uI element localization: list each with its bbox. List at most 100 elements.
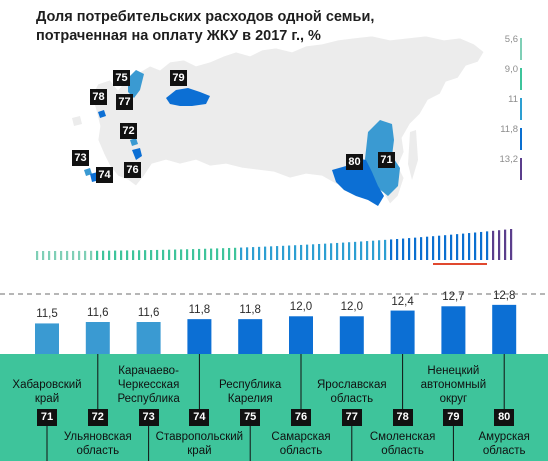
- region-label: Смоленская область: [348, 430, 458, 458]
- region-label-line: область: [482, 445, 526, 457]
- chart-title: Доля потребительских расходов одной семь…: [36, 9, 375, 44]
- rank-badge: 77: [341, 409, 362, 426]
- region-stripe: [162, 249, 165, 260]
- region-stripe: [480, 231, 483, 260]
- region-label-line: область: [381, 445, 424, 457]
- bar-value-label: 12,8: [492, 289, 516, 302]
- region-stripe: [156, 249, 159, 260]
- bar: [441, 306, 466, 354]
- region-stripe: [246, 247, 249, 260]
- region-stripe: [186, 249, 189, 260]
- region-label-line: область: [330, 393, 374, 405]
- region-label-line: Черкесская: [117, 379, 180, 391]
- scale-tick: [520, 98, 522, 120]
- ulyanovsk-region: [130, 138, 138, 146]
- bar: [35, 323, 59, 354]
- region-stripe: [366, 241, 369, 260]
- region-stripe: [78, 250, 81, 260]
- map-marker-80: 80: [346, 154, 363, 170]
- map-marker-74: 74: [96, 167, 113, 183]
- region-label-line: Ярославская: [317, 379, 387, 391]
- scale-label: 13,2: [499, 154, 519, 165]
- region-stripe: [360, 241, 363, 260]
- region-stripe: [384, 239, 387, 260]
- region-label: Амурская область: [449, 430, 548, 458]
- rank-badge: 72: [87, 409, 108, 426]
- map-marker-78: 78: [90, 89, 107, 105]
- bar-value-label: 12,7: [442, 291, 465, 304]
- region-label: Ярославская область: [297, 378, 407, 406]
- bar-value-label: 11,8: [239, 304, 261, 317]
- region-stripe: [306, 244, 309, 260]
- region-label-line: округ: [439, 393, 468, 405]
- region-stripe: [300, 244, 303, 260]
- kaliningrad-region: [72, 116, 82, 126]
- rank-badge: 80: [494, 409, 515, 426]
- sakhalin-island: [408, 130, 418, 180]
- region-stripe: [348, 242, 351, 260]
- karelia-region: [128, 70, 144, 98]
- region-label-line: Республика: [219, 379, 282, 391]
- region-stripe: [174, 249, 177, 260]
- region-stripe: [216, 248, 219, 260]
- bar-value-label: 12,4: [391, 295, 414, 308]
- region-stripe: [54, 250, 57, 260]
- bar-chart: [0, 293, 548, 461]
- region-label: Ставропольский край: [144, 430, 254, 458]
- region-label-line: край: [34, 393, 60, 405]
- region-stripe: [222, 248, 225, 260]
- region-stripe: [408, 238, 411, 260]
- all-regions-stripes: [36, 229, 513, 265]
- region-stripe: [228, 247, 231, 260]
- region-stripe: [342, 242, 345, 260]
- region-stripe: [126, 250, 129, 260]
- scale-tick: [520, 68, 522, 90]
- region-stripe: [510, 229, 513, 260]
- region-stripe: [198, 248, 201, 260]
- color-scale-legend: 5,6 9,0 11 11,8 13,2: [470, 28, 548, 188]
- region-label-line: Самарская: [271, 431, 331, 443]
- region-stripe: [426, 236, 429, 260]
- region-label-line: Смоленская: [369, 431, 436, 443]
- map-marker-76: 76: [124, 162, 141, 178]
- scale-label: 9,0: [504, 64, 518, 75]
- region-stripe: [462, 233, 465, 260]
- region-stripe: [420, 237, 423, 260]
- region-stripe: [270, 246, 273, 260]
- bar-value-label: 11,6: [87, 307, 109, 319]
- rank-badge: 75: [240, 409, 261, 426]
- scale-label: 5,6: [504, 34, 518, 45]
- region-stripe: [66, 250, 69, 260]
- region-label-line: край: [187, 445, 212, 457]
- scale-tick: [520, 38, 522, 60]
- region-stripe: [312, 244, 315, 260]
- region-stripe: [60, 250, 63, 260]
- region-stripe: [276, 246, 279, 260]
- region-label-line: Амурская: [478, 431, 530, 443]
- scale-label: 11: [508, 94, 518, 105]
- region-stripe: [72, 250, 75, 260]
- region-stripe: [36, 251, 39, 260]
- bar: [238, 319, 263, 354]
- russia-outline: [91, 35, 485, 205]
- region-stripe: [252, 247, 255, 260]
- region-label-line: область: [279, 445, 323, 457]
- region-stripe: [390, 239, 393, 260]
- scale-tick: [520, 128, 522, 150]
- region-stripe: [372, 240, 375, 260]
- region-stripe: [282, 245, 285, 260]
- region-stripe: [402, 238, 405, 260]
- region-stripe: [438, 235, 441, 260]
- bar-value-label: 11,6: [137, 307, 160, 319]
- region-stripe: [450, 234, 453, 260]
- region-label: Ненецкий автономный округ: [398, 364, 508, 406]
- scale-tick: [520, 158, 522, 180]
- region-label: Хабаровский край: [0, 378, 102, 406]
- bar: [390, 310, 415, 354]
- bar: [339, 316, 364, 354]
- bar-value-label: 11,5: [36, 308, 58, 321]
- region-stripe: [114, 250, 117, 260]
- region-stripe: [120, 250, 123, 260]
- region-stripe: [48, 250, 51, 260]
- region-stripe: [180, 249, 183, 260]
